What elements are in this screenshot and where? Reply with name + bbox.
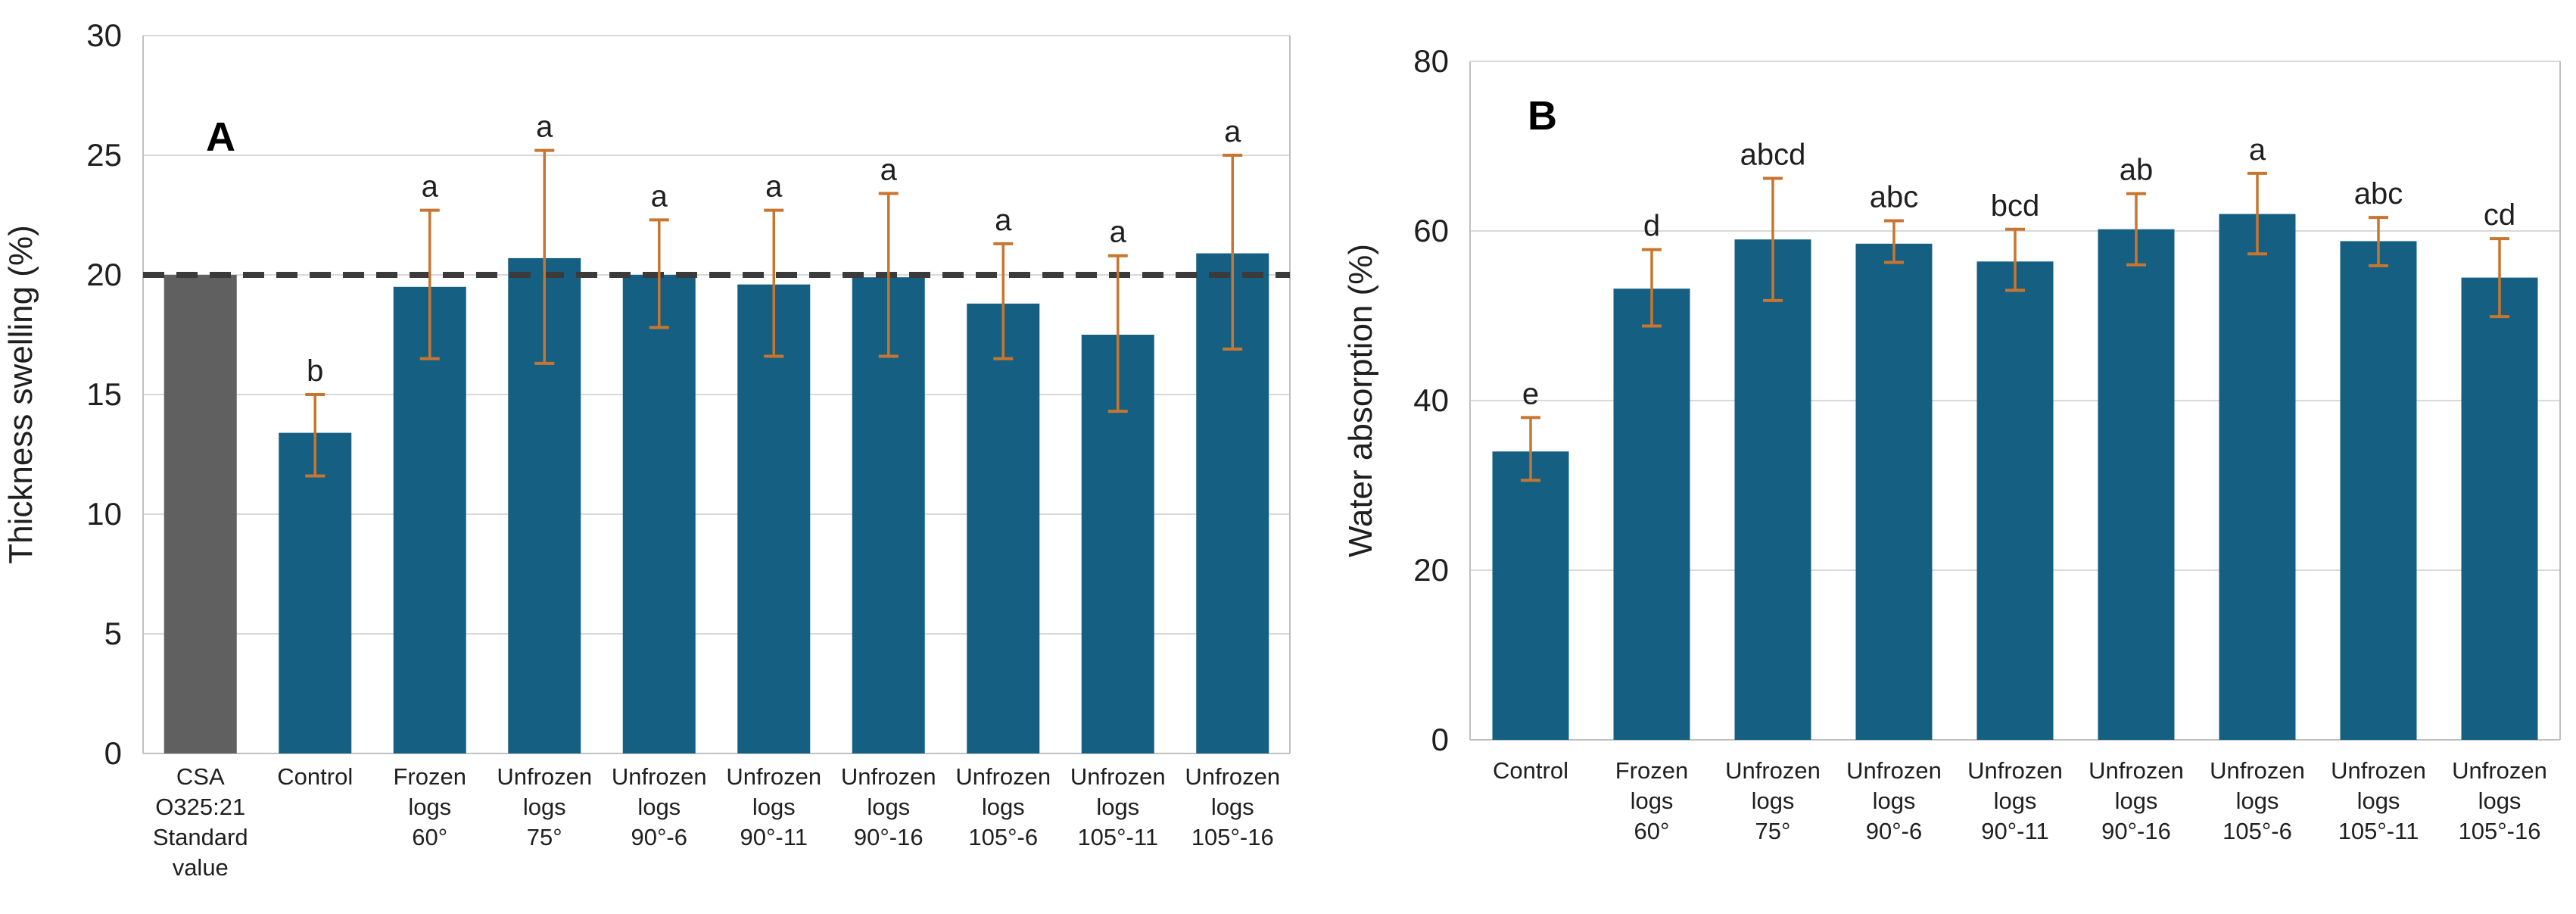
y-axis-title: Thickness swelling (%) [2, 225, 39, 563]
bar [1613, 289, 1690, 740]
significance-letter: cd [2484, 198, 2515, 232]
y-tick-label: 0 [1431, 722, 1449, 757]
significance-letter: bcd [1991, 189, 2040, 223]
category-label: Frozen logs 60° [394, 763, 466, 850]
significance-letter: a [1224, 115, 1241, 148]
category-label: Unfrozen logs 105°-16 [2452, 757, 2547, 844]
y-tick-label: 25 [86, 137, 122, 173]
bar [1976, 261, 2054, 740]
significance-letter: b [307, 354, 323, 388]
error-bar [764, 208, 784, 358]
chart-panel-a: b a a a a a a a a 0 5 10 15 20 25 30 CSA O325:21 Standard v… [2, 17, 1291, 881]
error-bar [2490, 237, 2509, 319]
error-bar [534, 148, 555, 365]
significance-letter: d [1643, 210, 1660, 243]
y-tick-label: 40 [1413, 382, 1449, 418]
error-bar [1521, 416, 1540, 482]
bar [967, 303, 1040, 753]
category-label: Unfrozen logs 105°-16 [1185, 763, 1280, 850]
bar [2340, 241, 2417, 740]
significance-letter: a [880, 154, 898, 187]
category-label: CSA O325:21 Standard value [153, 763, 248, 881]
category-label: Unfrozen logs 90°-6 [612, 763, 707, 850]
category-label: Unfrozen logs 90°-16 [2089, 757, 2184, 844]
error-bar [1763, 176, 1783, 302]
panel-letter: B [1528, 93, 1557, 139]
y-tick-label: 30 [86, 17, 122, 53]
significance-letter: a [765, 170, 783, 204]
y-tick-label: 60 [1413, 213, 1449, 248]
y-tick-label: 0 [104, 735, 122, 771]
chart-A: b a a a a a a a a 0 5 10 15 20 25 30 CSA O325:21 Standard v… [2, 17, 1291, 881]
error-bar [305, 393, 326, 478]
bar [622, 275, 696, 753]
error-bar [2005, 227, 2025, 292]
bar [737, 284, 811, 753]
significance-letter: abcd [1740, 139, 1806, 172]
significance-letter: a [995, 204, 1012, 237]
y-tick-label: 10 [86, 496, 122, 532]
significance-letter: abc [2354, 177, 2403, 211]
bar [279, 432, 352, 753]
y-tick-label: 5 [104, 616, 122, 651]
error-bar [878, 192, 899, 358]
category-label: Unfrozen logs 105°-11 [2331, 757, 2426, 844]
error-bar [2369, 216, 2388, 267]
y-tick-label: 20 [1413, 552, 1449, 588]
significance-letter: e [1522, 377, 1539, 410]
bar [393, 286, 466, 753]
significance-letter: a [2249, 133, 2266, 167]
y-axis-title: Water absorption (%) [1342, 244, 1379, 557]
error-bar [2247, 171, 2267, 256]
significance-letter: abc [1870, 181, 1919, 214]
chart-panel-b: e d abcd abc bcd ab a abc cd 0 20 40 60 80 Control Froz… [1294, 0, 2576, 914]
panel-letter: A [206, 114, 235, 160]
significance-letter: a [1110, 216, 1127, 249]
bar [1855, 243, 1933, 740]
bar [2219, 214, 2296, 741]
error-bar [993, 242, 1014, 360]
bar [164, 275, 237, 753]
significance-letter: a [422, 170, 439, 204]
bar [1734, 239, 1811, 740]
bar [1492, 451, 1569, 740]
category-label: Unfrozen logs 75° [1725, 757, 1821, 844]
y-tick-label: 20 [86, 257, 122, 292]
category-label: Frozen logs 60° [1615, 757, 1688, 844]
category-label: Unfrozen logs 105°-6 [2210, 757, 2305, 844]
error-bar [419, 208, 440, 360]
category-label: Control [277, 763, 353, 790]
category-label: Unfrozen logs 90°-11 [726, 763, 821, 850]
error-bar [649, 218, 669, 329]
error-bar [1107, 254, 1128, 413]
y-tick-label: 80 [1413, 43, 1449, 79]
significance-letter: a [536, 111, 553, 144]
category-label: Unfrozen logs 75° [497, 763, 592, 850]
significance-letter: a [651, 179, 668, 213]
error-bar [1642, 248, 1662, 328]
category-label: Unfrozen logs 105°-11 [1070, 763, 1166, 850]
error-bar [1884, 219, 1904, 264]
bar [2098, 229, 2175, 740]
category-label: Unfrozen logs 90°-6 [1846, 757, 1942, 844]
category-label: Unfrozen logs 105°-6 [955, 763, 1051, 850]
category-label: Unfrozen logs 90°-11 [1967, 757, 2063, 844]
error-bar [2126, 192, 2146, 267]
significance-letter: ab [2120, 154, 2154, 187]
chart-B: e d abcd abc bcd ab a abc cd 0 20 40 60 80 Control Froz… [1342, 43, 2561, 844]
category-label: Unfrozen logs 90°-16 [841, 763, 936, 850]
category-label: Control [1493, 757, 1568, 784]
bar [2461, 277, 2538, 741]
y-tick-label: 15 [86, 376, 122, 412]
error-bar [1223, 154, 1243, 351]
